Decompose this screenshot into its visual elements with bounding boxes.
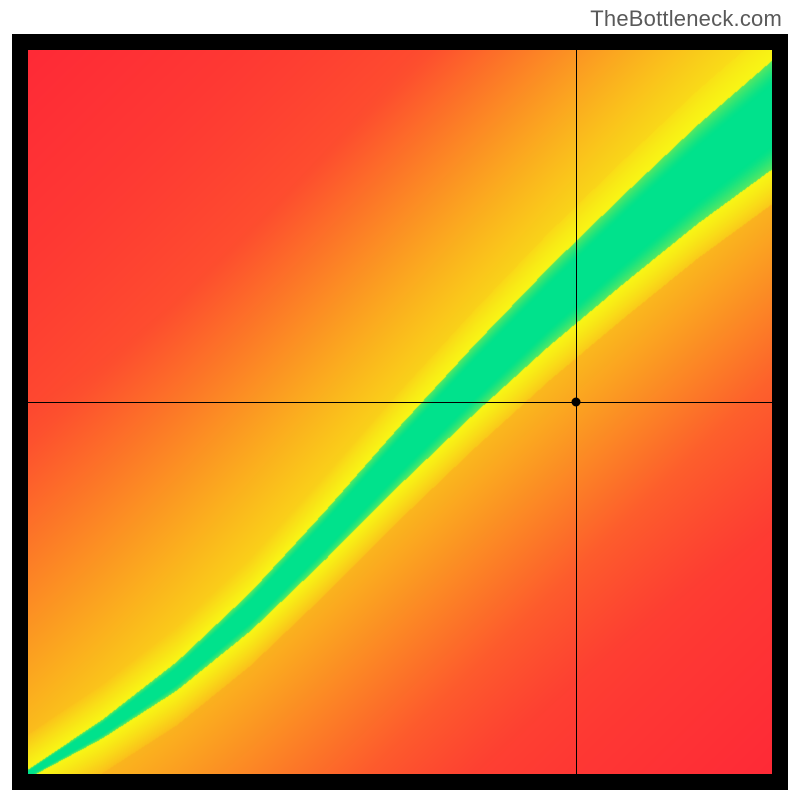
chart-frame (12, 34, 788, 790)
chart-plot-area (28, 50, 772, 774)
watermark-text: TheBottleneck.com (590, 6, 782, 32)
bottleneck-heatmap (28, 50, 772, 774)
